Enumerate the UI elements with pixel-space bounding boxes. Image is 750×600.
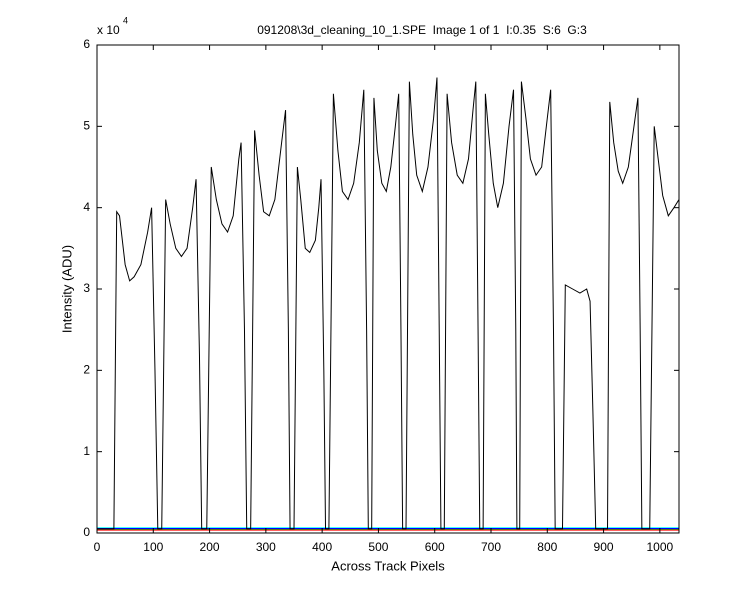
x-tick-label: 800 [537, 540, 557, 554]
x-tick-label: 0 [94, 540, 101, 554]
plot-area [97, 45, 679, 533]
y-tick-label: 6 [83, 37, 90, 51]
y-tick-label: 4 [83, 200, 90, 214]
x-axis-label: Across Track Pixels [331, 558, 445, 573]
x-tick-label: 900 [594, 540, 614, 554]
x-tick-label: 200 [200, 540, 220, 554]
y-tick-label: 0 [83, 525, 90, 539]
y-tick-label: 2 [83, 363, 90, 377]
y-axis-label: Intensity (ADU) [59, 245, 74, 333]
x-tick-label: 300 [256, 540, 276, 554]
y-tick-label: 3 [83, 281, 90, 295]
data-line [97, 77, 680, 530]
y-tick-label: 1 [83, 444, 90, 458]
x-tick-label: 1000 [647, 540, 674, 554]
y-multiplier-exponent: 4 [123, 15, 128, 25]
x-tick-label: 500 [368, 540, 388, 554]
y-tick-label: 5 [83, 119, 90, 133]
x-tick-label: 400 [312, 540, 332, 554]
x-tick-label: 700 [481, 540, 501, 554]
chart-title: 091208\3d_cleaning_10_1.SPE Image 1 of 1… [257, 23, 587, 37]
x-tick-label: 600 [425, 540, 445, 554]
y-multiplier: x 10 [97, 23, 120, 37]
x-tick-label: 100 [143, 540, 163, 554]
